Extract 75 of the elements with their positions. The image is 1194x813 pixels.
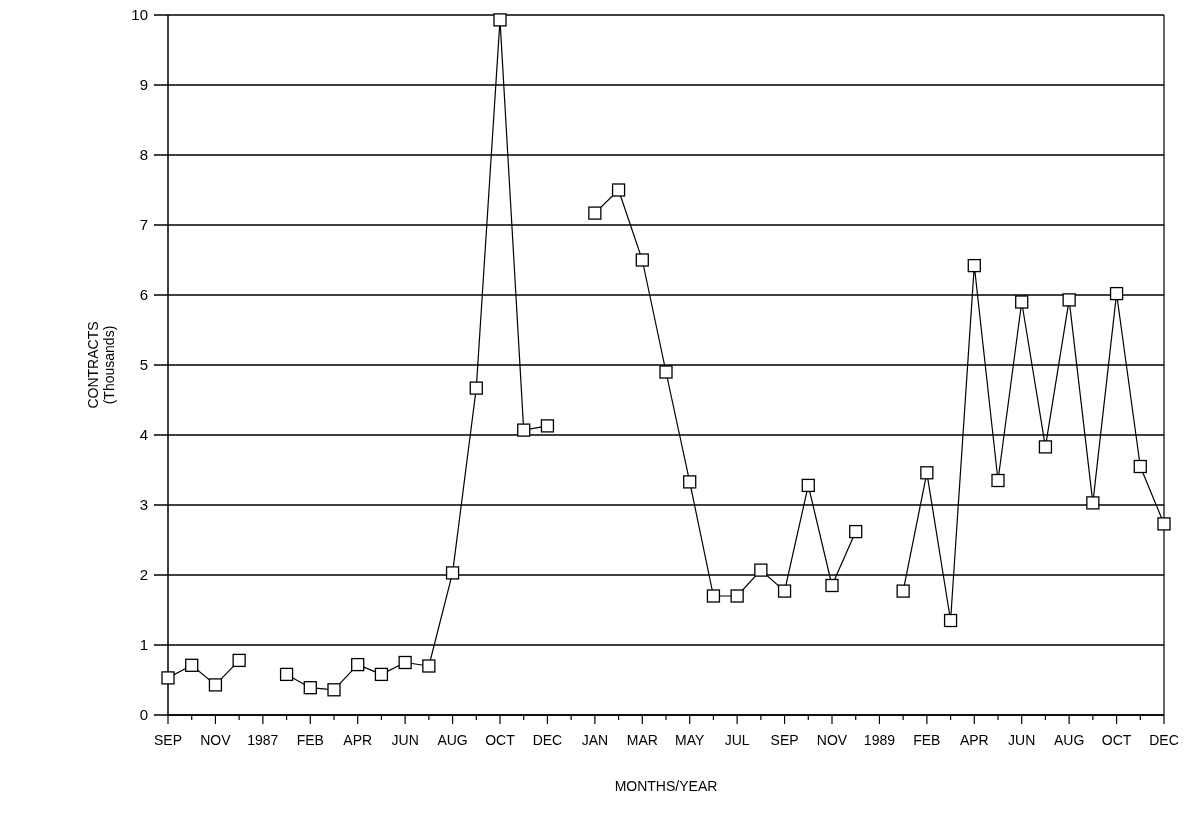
point xyxy=(445,566,460,580)
x-tick-label: JAN xyxy=(581,732,609,748)
point xyxy=(1133,459,1147,474)
x-axis-title: MONTHS/YEAR xyxy=(614,778,718,794)
y-tick-label: 8 xyxy=(139,146,148,164)
point xyxy=(611,183,626,197)
point xyxy=(777,584,792,598)
x-tick-label: AUG xyxy=(437,732,468,748)
point xyxy=(1038,440,1053,454)
point xyxy=(920,466,934,480)
x-tick-label: 1989 xyxy=(863,732,896,748)
y-tick-label: 7 xyxy=(139,216,148,234)
point xyxy=(1015,295,1029,309)
point xyxy=(825,578,839,593)
point xyxy=(943,613,958,628)
x-tick-label: JUL xyxy=(724,732,750,748)
point xyxy=(754,563,768,577)
x-tick-label: MAY xyxy=(675,732,706,748)
point xyxy=(208,678,223,692)
point xyxy=(279,667,294,682)
point xyxy=(1157,517,1171,531)
x-tick-label: APR xyxy=(959,732,989,748)
y-tick-label: 6 xyxy=(139,286,148,304)
x-tick-label: 1987 xyxy=(247,732,279,748)
point xyxy=(849,524,863,539)
point xyxy=(635,253,649,267)
point xyxy=(422,659,436,673)
point xyxy=(469,381,483,395)
y-tick-label: 2 xyxy=(139,566,148,584)
y-tick-label: 3 xyxy=(139,496,148,514)
x-tick-label: FEB xyxy=(296,732,324,748)
x-tick-label: AUG xyxy=(1053,732,1085,748)
point xyxy=(1086,496,1100,510)
point xyxy=(232,653,246,668)
x-tick-label: SEP xyxy=(770,732,799,748)
point xyxy=(659,365,673,379)
point xyxy=(801,478,815,493)
point xyxy=(493,13,507,27)
x-tick-label: DEC xyxy=(1149,732,1179,748)
point xyxy=(896,584,910,598)
y-tick-label: 0 xyxy=(139,706,148,724)
x-tick-label: FEB xyxy=(913,732,941,748)
point xyxy=(967,258,981,273)
x-tick-label: NOV xyxy=(200,732,232,748)
point xyxy=(1062,293,1076,307)
point xyxy=(588,206,602,220)
point xyxy=(327,683,341,697)
y-tick-label: 10 xyxy=(131,6,148,24)
y-tick-label: 4 xyxy=(139,426,148,444)
x-tick-label: OCT xyxy=(1101,732,1132,748)
point xyxy=(351,657,365,672)
point xyxy=(303,681,317,695)
x-tick-label: SEP xyxy=(153,732,183,748)
point xyxy=(540,419,555,433)
y-axis-title: CONTRACTS (Thousands) xyxy=(85,321,117,409)
x-tick-label: OCT xyxy=(485,732,516,748)
point xyxy=(991,473,1005,488)
y-tick-label: 9 xyxy=(139,76,148,94)
x-tick-label: JUN xyxy=(391,732,419,748)
point xyxy=(1109,286,1124,301)
x-tick-label: DEC xyxy=(532,732,563,748)
x-tick-label: APR xyxy=(343,732,373,748)
point xyxy=(161,671,175,685)
x-tick-label: MAR xyxy=(626,732,658,748)
y-tick-label: 1 xyxy=(139,636,148,654)
point xyxy=(517,423,531,437)
point xyxy=(374,667,389,682)
y-tick-label: 5 xyxy=(139,356,148,374)
point xyxy=(185,658,199,672)
point xyxy=(706,589,721,603)
x-tick-label: NOV xyxy=(816,732,848,748)
x-tick-label: JUN xyxy=(1008,732,1036,748)
point xyxy=(730,589,744,603)
point xyxy=(683,475,697,489)
point xyxy=(398,655,412,670)
